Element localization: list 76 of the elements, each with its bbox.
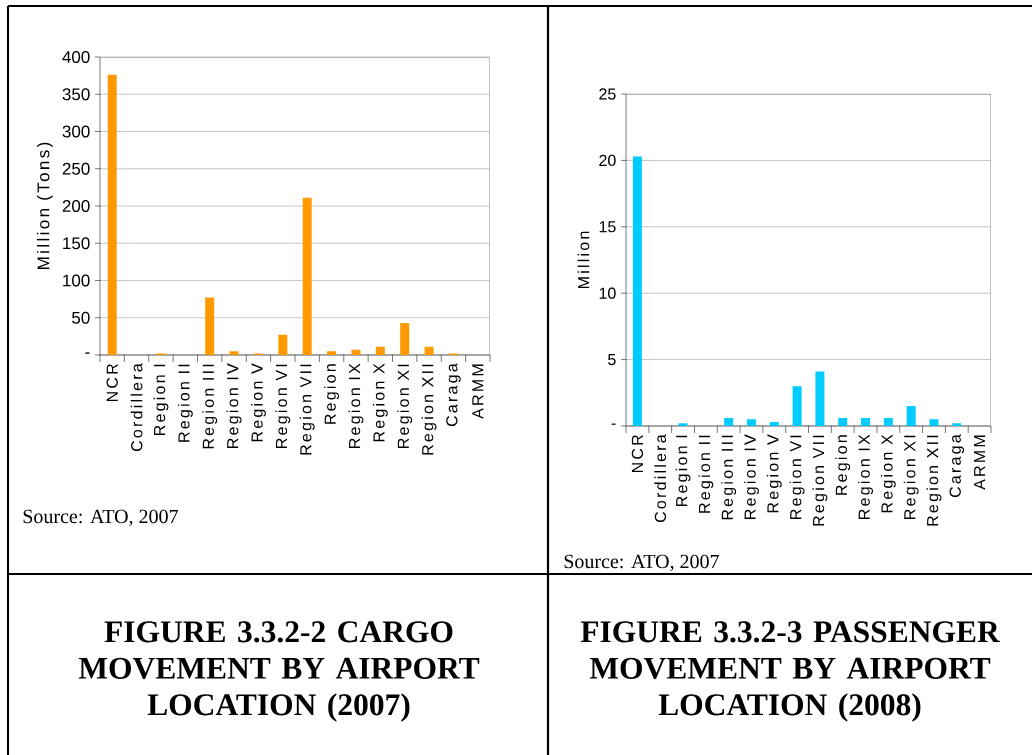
y-tick-label: 10 — [599, 287, 616, 299]
source-note: Source: ATO, 2007 — [564, 554, 719, 572]
y-tick-label: 250 — [62, 162, 90, 175]
bar — [746, 419, 756, 426]
x-tick-label: ARMM — [472, 364, 484, 419]
bar — [229, 351, 239, 355]
x-tick-label: Region V — [250, 363, 266, 442]
y-tick-label: 150 — [63, 237, 90, 250]
x-tick-label: Region III — [202, 364, 218, 449]
bar — [678, 423, 688, 426]
bar — [351, 349, 361, 355]
x-tick-label: Region VII — [299, 364, 315, 455]
x-tick-label: Region — [835, 435, 851, 495]
bar — [792, 386, 802, 426]
x-tick-label: Region II — [177, 364, 193, 442]
x-tick-label: NCR — [631, 435, 644, 473]
y-tick-label: - — [611, 423, 616, 425]
bar — [424, 346, 434, 355]
y-tick-label: 20 — [599, 154, 616, 167]
x-tick-label: Region XI — [903, 435, 919, 519]
bar — [205, 297, 215, 355]
x-tick-label: Region II — [698, 435, 714, 513]
x-tick-label: Region XI — [397, 364, 413, 448]
y-tick-label: 100 — [63, 274, 90, 287]
x-tick-label: ARMM — [974, 435, 986, 490]
x-tick-label: Region X — [372, 363, 388, 442]
x-tick-label: Cordillera — [130, 363, 143, 452]
bar — [632, 156, 642, 426]
bar — [906, 406, 916, 426]
x-tick-label: Region V — [766, 434, 782, 513]
text: FIGURE 3.3.2-3 PASSENGER MOVEMENT BY AIRPORT LOCATION (2008) — [580, 621, 1001, 722]
bar — [278, 334, 288, 355]
bar — [861, 418, 871, 426]
bar — [107, 74, 117, 355]
x-tick-label: Region XII — [926, 435, 942, 526]
x-tick-label: Region — [324, 364, 340, 424]
bar — [724, 418, 734, 426]
x-tick-label: Region VI — [789, 435, 805, 519]
bar — [929, 419, 939, 426]
y-tick-label: 5 — [608, 354, 616, 366]
x-tick-label: Cordillera — [654, 434, 667, 523]
bar — [815, 371, 825, 426]
bar — [375, 346, 385, 355]
bar — [952, 423, 962, 426]
text: FIGURE 3.3.2-2 CARGO MOVEMENT BY AIRPORT LOCATION (2007) — [78, 621, 480, 722]
y-axis-title: Million (Tons) — [36, 142, 53, 269]
y-tick-label: 50 — [72, 311, 90, 324]
y-axis-title: Million — [577, 231, 590, 289]
bar — [400, 322, 410, 355]
x-tick-label: Region XII — [421, 364, 437, 455]
y-tick-label: 400 — [62, 50, 90, 64]
x-tick-label: Region VI — [275, 364, 291, 448]
x-tick-label: Region III — [721, 435, 737, 520]
y-tick-label: 300 — [62, 125, 90, 138]
x-tick-label: Region VII — [812, 435, 828, 526]
bar — [302, 197, 312, 355]
bar — [838, 418, 848, 426]
x-tick-label: Caraga — [949, 434, 965, 498]
x-tick-label: Region I — [675, 435, 691, 506]
x-tick-label: Region IV — [226, 363, 242, 448]
bar — [769, 422, 779, 426]
source-note: Source: ATO, 2007 — [23, 509, 178, 527]
y-tick-label: 350 — [62, 88, 90, 101]
x-tick-label: Region IV — [744, 434, 759, 519]
bar — [883, 418, 893, 426]
y-tick-label: - — [85, 352, 90, 354]
x-tick-label: Region IX — [348, 363, 364, 448]
bar — [327, 351, 337, 355]
y-tick-label: 15 — [599, 221, 616, 233]
x-tick-label: Caraga — [446, 363, 461, 427]
x-tick-label: Region I — [153, 364, 169, 435]
y-tick-label: 200 — [62, 199, 90, 213]
x-tick-label: Region X — [880, 434, 896, 513]
x-tick-label: Region IX — [858, 434, 873, 519]
y-tick-label: 25 — [599, 88, 616, 100]
x-tick-label: NCR — [106, 364, 118, 402]
